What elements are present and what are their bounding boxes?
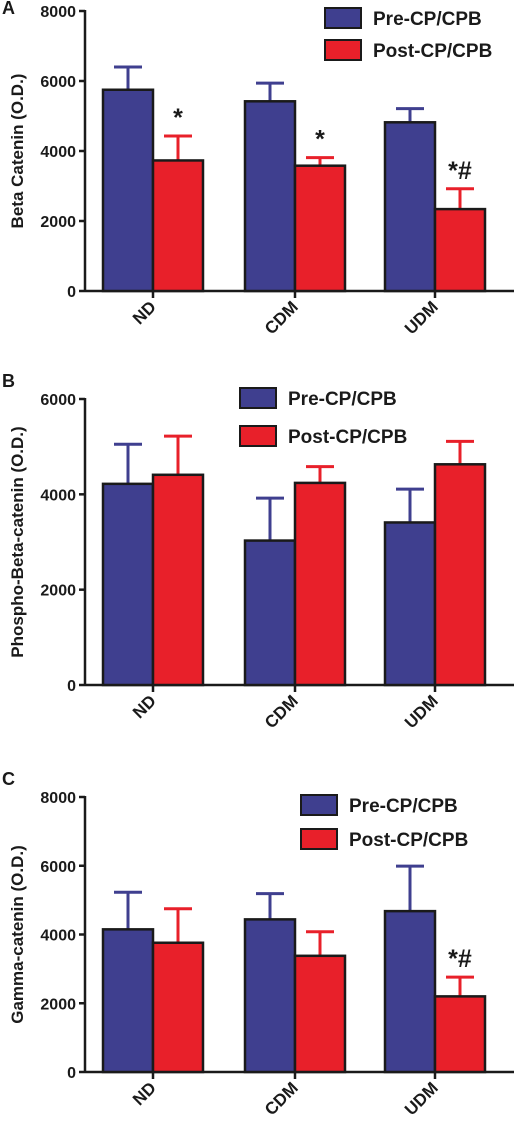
x-tick-label-cdm: CDM xyxy=(261,1078,302,1119)
legend-swatch-pre xyxy=(324,7,362,29)
y-tick-label: 8000 xyxy=(40,790,76,807)
legend-label-post: Post-CP/CPB xyxy=(349,830,468,851)
legend-swatch-post xyxy=(324,39,362,61)
x-tick-label-udm: UDM xyxy=(401,297,442,338)
x-tick-label-cdm: CDM xyxy=(261,297,302,338)
chart-panel-c: C Gamma-catenin (O.D.) 0 2000 4000 6000 8000 ND… xyxy=(2,769,514,1119)
x-tick-label-nd: ND xyxy=(129,691,160,722)
y-tick-label: 4000 xyxy=(40,487,76,504)
bar-post-nd xyxy=(151,473,205,687)
bar-post-nd xyxy=(151,941,205,1074)
y-tick-label: 0 xyxy=(67,678,76,695)
legend-label-pre: Pre-CP/CPB xyxy=(373,9,482,30)
y-tick-label: 4000 xyxy=(40,928,76,945)
legend: Pre-CP/CPB Post-CP/CPB xyxy=(239,387,407,448)
legend-label-pre: Pre-CP/CPB xyxy=(288,389,397,410)
legend: Pre-CP/CPB Post-CP/CPB xyxy=(300,794,468,851)
significance-annotation: *# xyxy=(448,157,472,185)
significance-annotation: * xyxy=(315,126,325,154)
bar-pre-udm xyxy=(383,521,437,687)
chart-panel-a: A Beta Catenin (O.D.) 0 2000 4000 6000 8000 ND *… xyxy=(2,0,514,338)
y-tick-label: 6000 xyxy=(40,859,76,876)
bar-pre-cdm xyxy=(243,539,297,687)
bar-pre-cdm xyxy=(243,100,297,293)
x-tick-label-udm: UDM xyxy=(401,691,442,732)
bar-post-udm xyxy=(433,995,487,1074)
panel-letter: B xyxy=(2,371,15,391)
y-tick-label: 6000 xyxy=(40,74,76,91)
bar-post-nd xyxy=(151,159,205,293)
legend-swatch-post xyxy=(300,828,338,850)
y-tick-label: 2000 xyxy=(40,996,76,1013)
chart-panel-b: B Phospho-Beta-catenin (O.D.) 0 2000 4000 600… xyxy=(2,371,514,732)
x-tick-label-nd: ND xyxy=(129,297,160,328)
bar-post-cdm xyxy=(293,481,347,687)
panel-letter: A xyxy=(2,0,15,18)
legend-swatch-pre xyxy=(239,387,277,409)
bar-pre-nd xyxy=(101,482,155,687)
bar-pre-udm xyxy=(383,909,437,1074)
legend-swatch-post xyxy=(239,425,277,447)
legend-swatch-pre xyxy=(300,794,338,816)
significance-annotation: *# xyxy=(448,945,472,973)
bar-pre-udm xyxy=(383,121,437,293)
x-tick-label-nd: ND xyxy=(129,1078,160,1109)
y-axis-title: Beta Catenin (O.D.) xyxy=(8,74,27,229)
legend-label-post: Post-CP/CPB xyxy=(373,41,492,62)
legend-label-post: Post-CP/CPB xyxy=(288,427,407,448)
legend-label-pre: Pre-CP/CPB xyxy=(349,796,458,817)
y-tick-label: 4000 xyxy=(40,144,76,161)
y-tick-label: 2000 xyxy=(40,583,76,600)
y-tick-label: 8000 xyxy=(40,4,76,21)
y-axis-title: Phospho-Beta-catenin (O.D.) xyxy=(8,426,27,657)
bar-pre-cdm xyxy=(243,918,297,1074)
significance-annotation: * xyxy=(173,104,183,132)
bar-pre-nd xyxy=(101,88,155,293)
bar-post-cdm xyxy=(293,164,347,293)
bar-pre-nd xyxy=(101,928,155,1074)
y-tick-label: 6000 xyxy=(40,392,76,409)
y-axis-title: Gamma-catenin (O.D.) xyxy=(8,845,27,1024)
bar-post-cdm xyxy=(293,954,347,1074)
x-tick-label-udm: UDM xyxy=(401,1078,442,1119)
legend: Pre-CP/CPB Post-CP/CPB xyxy=(324,7,492,62)
bar-post-udm xyxy=(433,463,487,687)
y-tick-label: 2000 xyxy=(40,214,76,231)
x-tick-label-cdm: CDM xyxy=(261,691,302,732)
bar-post-udm xyxy=(433,207,487,293)
y-tick-label: 0 xyxy=(67,1065,76,1082)
panel-letter: C xyxy=(2,769,15,789)
y-tick-label: 0 xyxy=(67,284,76,301)
